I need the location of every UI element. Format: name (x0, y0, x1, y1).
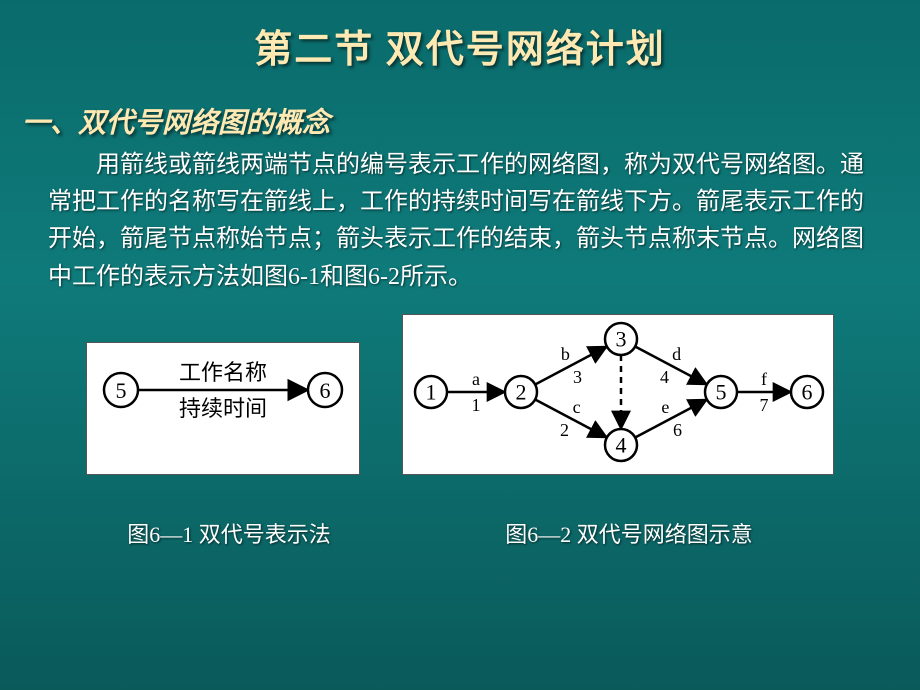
svg-text:3: 3 (573, 367, 582, 387)
svg-text:3: 3 (616, 326, 627, 351)
svg-text:2: 2 (560, 420, 569, 440)
svg-text:5: 5 (716, 379, 727, 404)
svg-text:1: 1 (426, 379, 437, 404)
svg-text:工作名称: 工作名称 (179, 360, 267, 385)
svg-text:4: 4 (616, 432, 627, 457)
caption-6-2: 图6—2 双代号网络图示意 (505, 517, 753, 549)
svg-text:2: 2 (516, 379, 527, 404)
svg-text:4: 4 (660, 367, 669, 387)
svg-text:d: d (672, 344, 681, 364)
caption-6-1: 图6—1 双代号表示法 (127, 517, 331, 549)
svg-text:e: e (661, 397, 669, 417)
captions-row: 图6—1 双代号表示法 图6—2 双代号网络图示意 (0, 517, 920, 549)
diagram-6-2: a1b3c2d4e6f7123456 (402, 314, 834, 475)
svg-text:5: 5 (116, 378, 127, 403)
svg-text:持续时间: 持续时间 (179, 396, 267, 421)
svg-text:6: 6 (802, 379, 813, 404)
svg-text:1: 1 (472, 395, 481, 415)
svg-text:a: a (472, 369, 480, 389)
svg-text:6: 6 (320, 378, 331, 403)
section-heading: 一、双代号网络图的概念 (22, 101, 920, 141)
diagram-6-1: 工作名称持续时间 5 6 (86, 342, 360, 475)
network-svg-2: a1b3c2d4e6f7123456 (403, 315, 833, 469)
svg-text:6: 6 (673, 420, 682, 440)
svg-text:7: 7 (760, 395, 769, 415)
body-paragraph: 用箭线或箭线两端节点的编号表示工作的网络图，称为双代号网络图。通常把工作的名称写… (48, 147, 872, 296)
svg-text:c: c (573, 397, 581, 417)
svg-text:b: b (561, 344, 570, 364)
network-svg-1: 工作名称持续时间 5 6 (87, 343, 359, 437)
diagrams-row: 工作名称持续时间56 a1b3c2d4e6f7123456 (0, 314, 920, 475)
slide-title: 第二节 双代号网络计划 (0, 0, 920, 73)
svg-text:f: f (761, 369, 767, 389)
